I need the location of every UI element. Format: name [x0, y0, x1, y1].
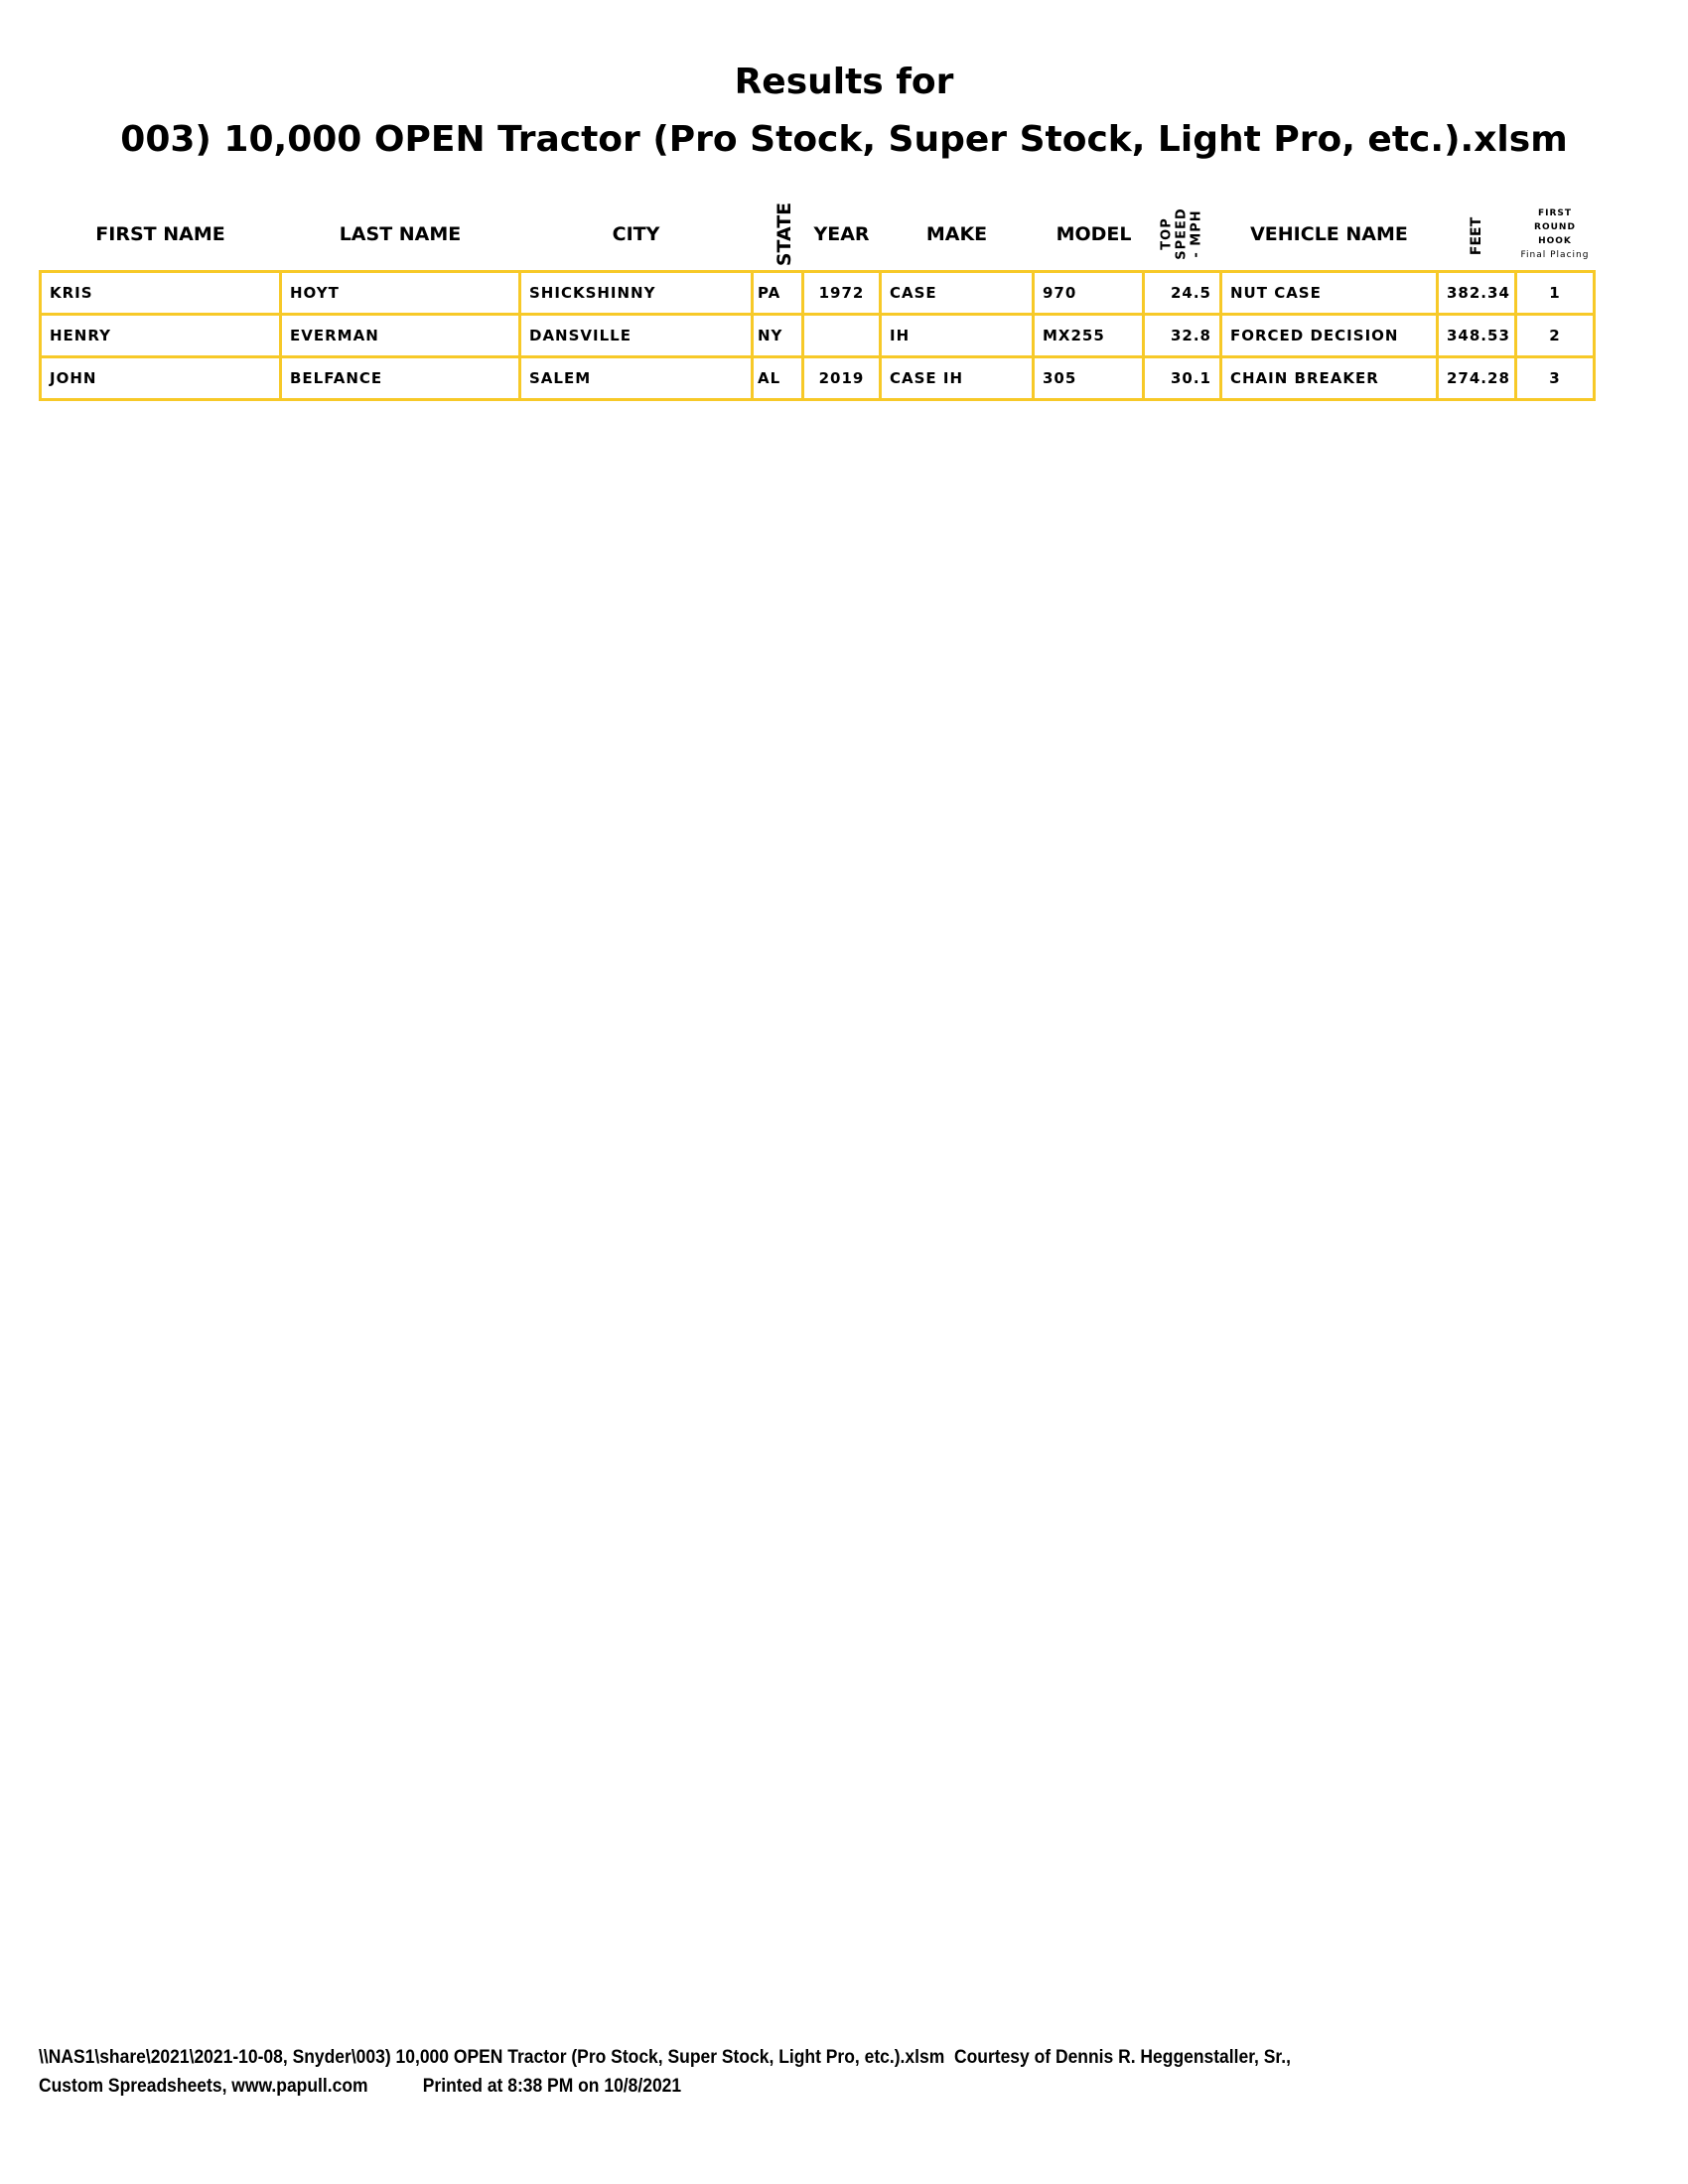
cell-city: DANSVILLE	[518, 313, 754, 358]
cell-placing: 2	[1514, 313, 1596, 358]
header-top-speed-line3: - MPH	[1189, 209, 1204, 258]
footer-credits: Custom Spreadsheets, www.papull.com Print…	[39, 2076, 681, 2098]
header-placing: FIRST ROUND HOOK Final Placing	[1516, 199, 1595, 272]
header-city: CITY	[612, 223, 660, 245]
table-row: HENRY EVERMAN DANSVILLE NY IH MX255 32.8 FORCED…	[39, 313, 1596, 358]
header-top-speed: TOP SPEED - MPH	[1144, 199, 1221, 272]
cell-vehicle-name: FORCED DECISION	[1219, 313, 1439, 358]
footer-file-path: \\NAS1\share\2021\2021-10-08, Snyder\003…	[39, 2047, 1291, 2068]
header-feet-label: FEET	[1469, 216, 1484, 256]
cell-last-name: BELFANCE	[279, 355, 521, 401]
footer-website: Custom Spreadsheets, www.papull.com	[39, 2076, 368, 2097]
cell-first-name: JOHN	[39, 355, 282, 401]
footer-printed-time: Printed at 8:38 PM on 10/8/2021	[422, 2076, 682, 2097]
cell-first-name: KRIS	[39, 270, 282, 316]
cell-top-speed: 32.8	[1142, 313, 1222, 358]
header-top-speed-line1: TOP	[1159, 217, 1175, 250]
cell-last-name: HOYT	[279, 270, 521, 316]
cell-city: SALEM	[518, 355, 754, 401]
cell-placing: 3	[1514, 355, 1596, 401]
header-first-name: FIRST NAME	[95, 223, 225, 245]
page-title: Results for	[734, 62, 954, 102]
cell-year	[801, 313, 882, 358]
cell-feet: 348.53	[1436, 313, 1517, 358]
header-state: STATE	[753, 199, 803, 272]
cell-first-name: HENRY	[39, 313, 282, 358]
header-top-speed-line2: SPEED	[1174, 207, 1190, 260]
cell-vehicle-name: NUT CASE	[1219, 270, 1439, 316]
header-last-name: LAST NAME	[339, 223, 462, 245]
cell-year: 2019	[801, 355, 882, 401]
cell-city: SHICKSHINNY	[518, 270, 754, 316]
header-year: YEAR	[813, 223, 870, 245]
header-vehicle-name: VEHICLE NAME	[1250, 223, 1408, 245]
cell-top-speed: 24.5	[1142, 270, 1222, 316]
page-subtitle: 003) 10,000 OPEN Tractor (Pro Stock, Sup…	[120, 119, 1568, 160]
table-row: KRIS HOYT SHICKSHINNY PA 1972 CASE 970 24.5 NUT …	[39, 270, 1596, 316]
cell-make: IH	[879, 313, 1035, 358]
cell-model: 305	[1032, 355, 1145, 401]
header-row: FIRST NAME LAST NAME CITY STATE YEAR MAK…	[41, 199, 1595, 272]
cell-model: MX255	[1032, 313, 1145, 358]
header-placing-line1: FIRST ROUND	[1534, 208, 1576, 232]
header-placing-line3: Final Placing	[1520, 250, 1590, 260]
cell-state: AL	[751, 355, 804, 401]
header-model: MODEL	[1055, 223, 1132, 245]
cell-feet: 274.28	[1436, 355, 1517, 401]
table-row: JOHN BELFANCE SALEM AL 2019 CASE IH 305 30.1 CHA…	[39, 355, 1596, 401]
header-make: MAKE	[925, 223, 988, 245]
cell-year: 1972	[801, 270, 882, 316]
header-top-speed-label: TOP SPEED - MPH	[1160, 207, 1204, 259]
header-feet: FEET	[1438, 199, 1516, 272]
header-placing-line2: HOOK	[1538, 236, 1572, 246]
cell-make: CASE	[879, 270, 1035, 316]
cell-placing: 1	[1514, 270, 1596, 316]
header-state-label: STATE	[773, 202, 795, 267]
cell-feet: 382.34	[1436, 270, 1517, 316]
cell-state: NY	[751, 313, 804, 358]
cell-model: 970	[1032, 270, 1145, 316]
cell-vehicle-name: CHAIN BREAKER	[1219, 355, 1439, 401]
cell-state: PA	[751, 270, 804, 316]
cell-make: CASE IH	[879, 355, 1035, 401]
cell-top-speed: 30.1	[1142, 355, 1222, 401]
results-table: FIRST NAME LAST NAME CITY STATE YEAR MAK…	[39, 199, 1596, 401]
cell-last-name: EVERMAN	[279, 313, 521, 358]
